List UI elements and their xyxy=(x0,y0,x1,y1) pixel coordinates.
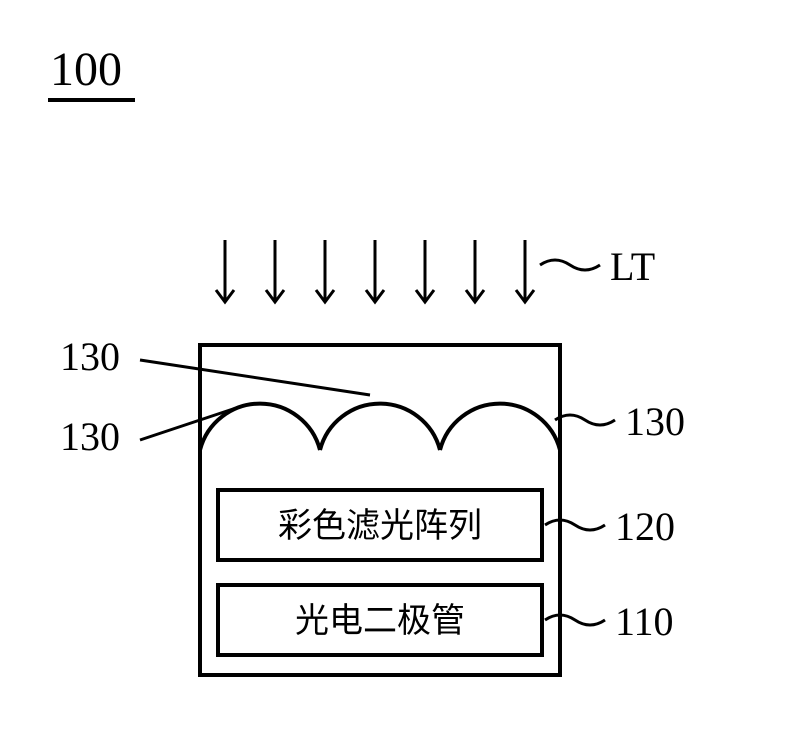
ref-120-text: 120 xyxy=(615,504,675,549)
filter-layer-text: 彩色滤光阵列 xyxy=(278,507,482,545)
patent-figure: 100 LT xyxy=(0,0,789,734)
light-arrows-group xyxy=(216,240,534,302)
ref-130-top-text: 130 xyxy=(60,334,120,379)
lt-leader xyxy=(540,260,600,270)
microlens-right xyxy=(440,404,560,450)
ref-130-left-text: 130 xyxy=(60,414,120,459)
microlens-center xyxy=(320,404,440,450)
ref-130-top-leader xyxy=(140,360,370,395)
light-arrow xyxy=(216,240,234,302)
ref-130-right-text: 130 xyxy=(625,399,685,444)
ref-130-right-leader xyxy=(555,415,615,425)
ref-110-leader xyxy=(545,615,605,625)
microlens-left xyxy=(200,404,320,450)
light-arrow xyxy=(416,240,434,302)
light-arrow xyxy=(516,240,534,302)
light-arrow xyxy=(266,240,284,302)
microlens-group xyxy=(200,404,560,450)
light-arrow xyxy=(466,240,484,302)
figure-number: 100 xyxy=(50,43,122,96)
ref-110-text: 110 xyxy=(615,599,674,644)
light-arrow xyxy=(366,240,384,302)
ref-120-leader xyxy=(545,520,605,530)
light-arrow xyxy=(316,240,334,302)
diode-layer-text: 光电二极管 xyxy=(295,602,465,640)
light-label: LT xyxy=(610,244,655,289)
ref-130-left-leader xyxy=(140,405,245,440)
